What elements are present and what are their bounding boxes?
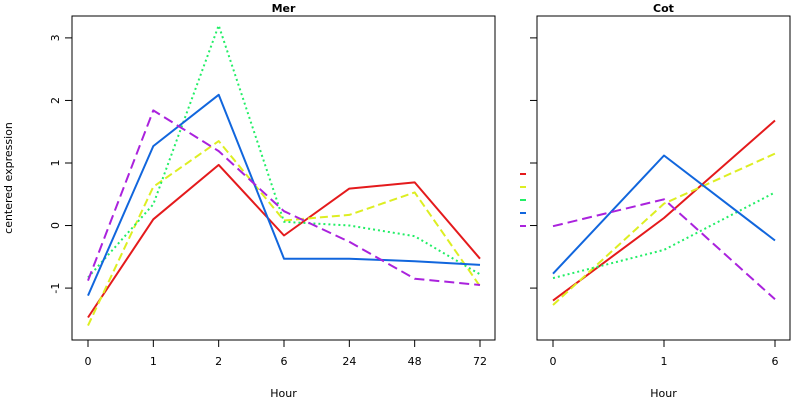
- series-line-2: [87, 140, 481, 327]
- x-tick-label: 6: [772, 355, 779, 368]
- x-tick-label: 72: [473, 355, 487, 368]
- x-tick-label: 1: [150, 355, 157, 368]
- series-line-4: [552, 154, 776, 275]
- panel-title-cot: Cot: [653, 2, 674, 15]
- x-axis-label: Hour: [650, 387, 677, 400]
- x-tick-label: 1: [661, 355, 668, 368]
- series-line-1: [87, 163, 481, 319]
- x-tick-label: 2: [215, 355, 222, 368]
- series-line-3: [552, 191, 776, 280]
- series-line-4: [87, 93, 481, 297]
- x-axis-label: Hour: [270, 387, 297, 400]
- series-line-1: [552, 119, 776, 302]
- y-tick-label: 1: [49, 159, 62, 166]
- x-tick-label: 0: [85, 355, 92, 368]
- panel-title-mer: Mer: [272, 2, 296, 15]
- x-tick-label: 6: [281, 355, 288, 368]
- y-axis-label: centered expression: [2, 122, 15, 234]
- y-tick-label: 3: [49, 34, 62, 41]
- y-tick-label: -1: [49, 283, 62, 294]
- plot-frame-mer: [71, 15, 496, 341]
- series-line-5: [87, 109, 481, 286]
- y-tick-label: 2: [49, 97, 62, 104]
- x-tick-label: 48: [408, 355, 422, 368]
- plot-frame-cot: [536, 15, 791, 341]
- series-line-5: [552, 198, 776, 301]
- x-tick-label: 24: [342, 355, 356, 368]
- series-line-3: [87, 24, 481, 279]
- x-tick-label: 0: [550, 355, 557, 368]
- y-tick-label: 0: [49, 222, 62, 229]
- series-line-2: [552, 152, 776, 306]
